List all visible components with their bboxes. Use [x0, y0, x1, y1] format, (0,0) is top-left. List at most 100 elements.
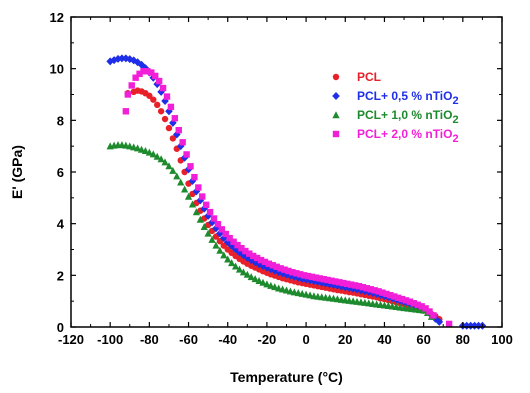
legend-label: PCL+ 0,5 % nTiO2	[357, 89, 459, 107]
data-point	[371, 287, 378, 294]
data-point	[247, 256, 256, 265]
data-point	[312, 274, 320, 281]
x-axis-title: Temperature (°C)	[230, 369, 343, 385]
data-point	[161, 115, 169, 123]
data-point	[129, 56, 138, 65]
data-point	[230, 238, 237, 245]
data-point	[422, 305, 429, 312]
data-point	[192, 187, 201, 196]
data-point	[293, 270, 300, 277]
data-point	[226, 234, 233, 242]
data-point	[235, 248, 244, 257]
data-point	[231, 245, 240, 254]
data-point	[402, 297, 410, 304]
legend-marker	[332, 92, 340, 100]
y-tick-label: 2	[57, 268, 64, 283]
data-point	[145, 148, 153, 156]
data-point	[320, 276, 327, 283]
series-3	[106, 141, 436, 320]
data-point	[124, 91, 132, 98]
data-point	[202, 201, 210, 209]
data-point	[387, 292, 394, 299]
data-point	[251, 258, 259, 267]
data-point	[239, 251, 248, 260]
data-point	[204, 211, 212, 220]
data-point	[210, 215, 218, 222]
data-point	[188, 200, 197, 208]
data-point	[414, 301, 421, 308]
data-point	[222, 230, 229, 238]
data-point	[347, 281, 355, 288]
data-point	[367, 286, 374, 293]
data-point	[375, 288, 382, 295]
data-point	[259, 262, 267, 271]
data-point	[157, 87, 165, 96]
data-point	[200, 222, 208, 230]
data-point	[228, 259, 236, 267]
data-point	[146, 92, 153, 99]
data-point	[148, 69, 155, 76]
y-tick-label: 12	[50, 10, 64, 25]
axes-layer: -120 -100 -80 -60 -40 -20 0 20 40 60 80 100 0 2 4 6 8 10 1…	[50, 10, 513, 347]
data-point	[195, 184, 202, 191]
data-point	[183, 151, 190, 158]
data-point	[406, 298, 414, 305]
data-point	[192, 208, 200, 216]
data-point	[179, 139, 186, 146]
data-point	[118, 54, 126, 63]
x-tick-label: 0	[302, 332, 309, 347]
x-tick-label: -120	[58, 332, 84, 347]
data-point	[435, 317, 444, 326]
x-tick-label: -20	[258, 332, 277, 347]
data-point	[169, 166, 177, 174]
data-point	[218, 226, 226, 233]
y-tick-label: 4	[57, 217, 65, 232]
x-tick-label: -40	[218, 332, 237, 347]
data-point	[165, 162, 173, 170]
legend-item: PCL+ 0,5 % nTiO2	[332, 89, 459, 107]
legend-label: PCL	[357, 70, 381, 84]
data-point	[149, 150, 157, 158]
data-point	[261, 258, 269, 266]
data-point	[220, 251, 228, 259]
data-point	[265, 260, 273, 267]
data-point	[165, 124, 173, 132]
data-point	[199, 193, 206, 200]
legend-subscript: 2	[452, 133, 458, 145]
data-point	[154, 101, 161, 109]
data-point	[379, 289, 386, 296]
data-point	[171, 115, 179, 122]
data-point	[430, 312, 437, 319]
data-point	[344, 280, 351, 288]
data-point	[332, 278, 339, 285]
y-axis-title: E' (GPa)	[9, 145, 25, 199]
data-point	[239, 268, 247, 276]
data-point	[263, 280, 271, 288]
data-point	[251, 275, 259, 283]
data-point	[172, 130, 181, 139]
data-point	[128, 82, 135, 89]
x-tick-label: 80	[456, 332, 470, 347]
legend-subscript: 2	[452, 114, 458, 126]
legend-label: PCL+ 2,0 % nTiO2	[357, 127, 459, 145]
data-point	[243, 270, 251, 278]
data-point	[231, 262, 240, 270]
data-point	[122, 108, 130, 115]
data-point	[220, 242, 228, 249]
data-point	[363, 285, 371, 292]
data-point	[157, 155, 165, 163]
data-point	[152, 72, 159, 80]
data-point	[355, 282, 363, 290]
data-point	[247, 273, 255, 281]
x-tick-label: 60	[416, 332, 430, 347]
data-point	[161, 158, 169, 166]
data-point	[137, 60, 146, 69]
data-point	[167, 103, 175, 111]
data-point	[336, 279, 343, 286]
data-point	[351, 282, 359, 289]
data-point	[161, 96, 169, 105]
data-point	[316, 275, 324, 282]
